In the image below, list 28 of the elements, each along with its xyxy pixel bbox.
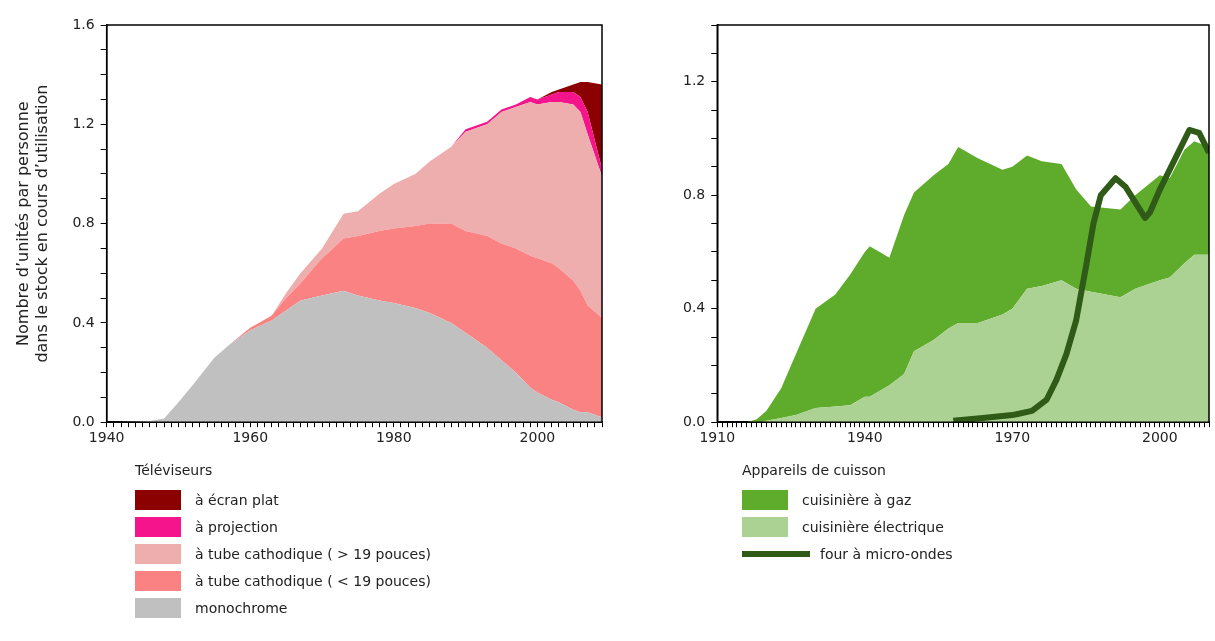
legend-label: cuisinière à gaz: [802, 491, 912, 508]
x-tick-label: 1970: [994, 429, 1031, 446]
y-tick-label: 0.0: [683, 412, 706, 429]
legend-label: à projection: [195, 518, 278, 535]
y-tick-label: 1.2: [72, 114, 95, 131]
y-tick-label: 0.8: [72, 214, 95, 231]
legend-label: à tube cathodique ( > 19 pouces): [195, 545, 431, 562]
legend-label: cuisinière électrique: [802, 518, 944, 535]
legend-label: four à micro-ondes: [820, 545, 953, 562]
y-tick-label: 0.4: [683, 299, 706, 316]
legend-title: Téléviseurs: [135, 462, 214, 478]
y-tick-label: 0.4: [72, 313, 95, 330]
legend-label: à écran plat: [195, 491, 279, 508]
y-axis-title: Nombre d’unités par personne dans le stock en cours d’utilisation: [12, 84, 51, 363]
y-tick-label: 0.0: [72, 412, 95, 429]
x-tick-label: 2000: [519, 429, 556, 446]
legend-title: Appareils de cuisson: [742, 462, 887, 478]
y-tick-label: 1.2: [683, 72, 706, 89]
x-tick-label: 1940: [846, 429, 883, 446]
x-tick-label: 1960: [232, 429, 269, 446]
x-tick-label: 1980: [376, 429, 412, 446]
x-tick-label: 1940: [88, 429, 125, 446]
y-tick-label: 1.6: [72, 15, 95, 32]
x-tick-label: 1910: [699, 429, 736, 446]
y-tick-label: 0.8: [683, 185, 706, 202]
legend-label: monochrome: [195, 599, 288, 616]
x-tick-label: 2000: [1142, 429, 1178, 446]
legend-label: à tube cathodique ( < 19 pouces): [195, 572, 431, 589]
